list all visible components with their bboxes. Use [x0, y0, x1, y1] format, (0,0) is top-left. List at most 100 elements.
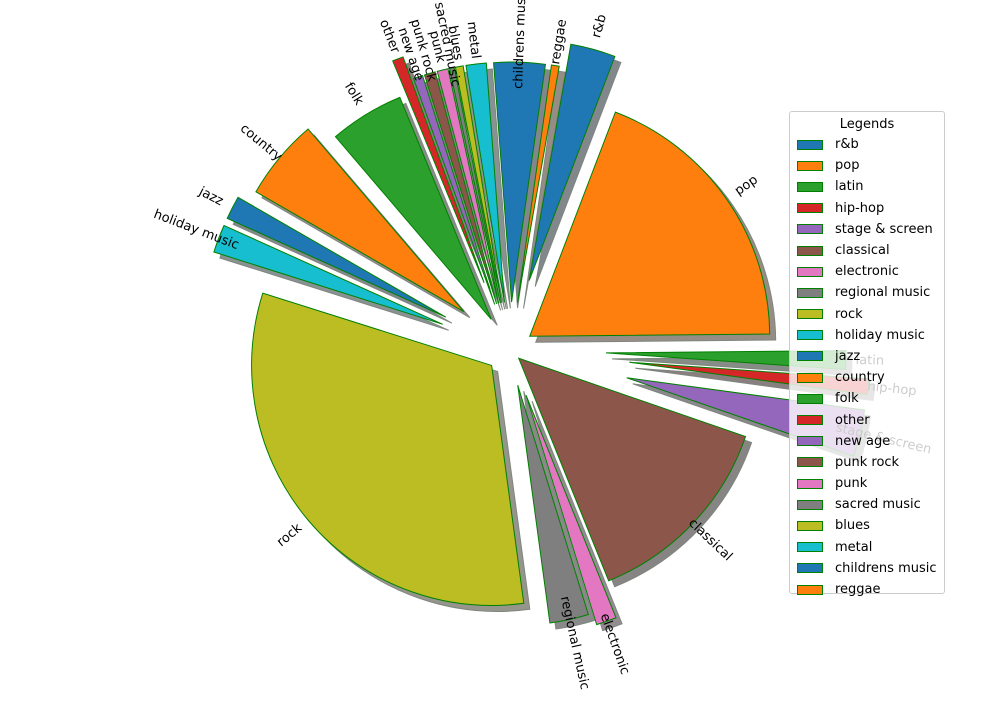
legend-swatch-stage-screen — [797, 224, 823, 235]
legend-item-other: other — [790, 409, 944, 430]
slice-blues — [454, 65, 503, 303]
legend-label-pop: pop — [835, 158, 860, 174]
legend-label-childrens-music: childrens music — [835, 560, 937, 576]
legend-item-rock: rock — [790, 304, 944, 325]
legend-item-reggae: reggae — [790, 579, 944, 600]
legend-swatch-pop — [797, 160, 823, 171]
legend-label-other: other — [835, 412, 870, 428]
slice-label-blues: blues — [445, 24, 466, 61]
legend-label-r-b: r&b — [835, 137, 859, 153]
legend-item-new-age: new age — [790, 431, 944, 452]
slice-label-childrens-music: childrens music — [511, 0, 529, 89]
legend-swatch-jazz — [797, 351, 823, 362]
legend-label-punk: punk — [835, 476, 868, 492]
legend-label-reggae: reggae — [835, 582, 881, 598]
legend-swatch-holiday-music — [797, 330, 823, 341]
legend-item-classical: classical — [790, 240, 944, 261]
legend-list: r&b pop latin hip-hop stage & screen classica… — [790, 134, 944, 600]
legend-swatch-electronic — [797, 266, 823, 277]
legend-label-punk-rock: punk rock — [835, 454, 900, 470]
slice-sacred-music — [448, 66, 501, 304]
legend-swatch-metal — [797, 542, 823, 553]
legend-swatch-punk — [797, 478, 823, 489]
slice-country — [255, 128, 465, 313]
legend-item-r-b: r&b — [790, 134, 944, 155]
slice-holiday-music — [213, 224, 443, 325]
slice-punk — [436, 68, 500, 304]
slice-label-punk: punk — [426, 29, 448, 64]
legend-item-childrens-music: childrens music — [790, 558, 944, 579]
pie-wedges — [213, 43, 870, 626]
legend-swatch-childrens-music — [797, 563, 823, 574]
legend-label-metal: metal — [835, 539, 873, 555]
legend-item-sacred-music: sacred music — [790, 494, 944, 515]
legend-swatch-blues — [797, 520, 823, 531]
legend-label-stage-screen: stage & screen — [835, 221, 933, 237]
legend-item-holiday-music: holiday music — [790, 325, 944, 346]
slice-label-metal: metal — [464, 21, 483, 60]
legend-swatch-punk-rock — [797, 457, 823, 468]
slice-label-reggae: reggae — [548, 18, 570, 65]
legend-label-holiday-music: holiday music — [835, 327, 925, 343]
slice-metal — [465, 62, 505, 303]
legend-item-blues: blues — [790, 515, 944, 536]
slice-folk — [334, 96, 492, 320]
legend-item-latin: latin — [790, 176, 944, 197]
slice-label-pop: pop — [732, 172, 761, 198]
slice-pop — [528, 111, 771, 337]
slice-shadow-regional-music — [523, 391, 595, 630]
legend-swatch-folk — [797, 393, 823, 404]
legend-swatch-country — [797, 372, 823, 383]
slice-label-folk: folk — [341, 80, 366, 108]
legend-label-classical: classical — [835, 243, 890, 259]
slice-new-age — [412, 74, 496, 305]
legend-label-regional-music: regional music — [835, 285, 931, 301]
legend-item-punk: punk — [790, 473, 944, 494]
legend-swatch-reggae — [797, 584, 823, 595]
legend-item-metal: metal — [790, 537, 944, 558]
legend-item-folk: folk — [790, 388, 944, 409]
legend-swatch-rock — [797, 309, 823, 320]
legend-swatch-other — [797, 415, 823, 426]
legend-title: Legends — [839, 117, 895, 132]
slice-punk-rock — [423, 71, 498, 305]
legend-label-electronic: electronic — [835, 264, 899, 280]
legend-swatch-classical — [797, 245, 823, 256]
slice-label-classical: classical — [685, 516, 735, 564]
slice-electronic — [525, 395, 617, 626]
slice-label-r-b: r&b — [589, 13, 610, 40]
slice-label-country: country — [237, 121, 285, 165]
slice-label-rock: rock — [274, 520, 305, 550]
legend-label-rock: rock — [835, 306, 863, 322]
slice-shadow-electronic — [531, 401, 623, 632]
legend-label-country: country — [835, 370, 885, 386]
legend-swatch-hip-hop — [797, 203, 823, 214]
slice-classical — [517, 357, 747, 582]
legend-item-stage-screen: stage & screen — [790, 219, 944, 240]
legend-swatch-new-age — [797, 436, 823, 447]
legend-item-jazz: jazz — [790, 346, 944, 367]
legend-label-sacred-music: sacred music — [835, 497, 921, 513]
legend-item-hip-hop: hip-hop — [790, 198, 944, 219]
legend: Legends r&b pop latin hip-hop stage & screen… — [789, 111, 945, 597]
legend-label-new-age: new age — [835, 433, 891, 449]
legend-swatch-latin — [797, 181, 823, 192]
slice-label-jazz: jazz — [195, 184, 225, 209]
slice-label-electronic: electronic — [597, 611, 633, 676]
legend-item-country: country — [790, 367, 944, 388]
slice-other — [392, 56, 485, 284]
legend-label-jazz: jazz — [835, 348, 861, 364]
legend-label-latin: latin — [835, 179, 864, 195]
legend-label-hip-hop: hip-hop — [835, 200, 885, 216]
legend-item-punk-rock: punk rock — [790, 452, 944, 473]
slice-reggae — [517, 64, 560, 303]
legend-swatch-sacred-music — [797, 499, 823, 510]
slice-jazz — [226, 196, 447, 318]
legend-swatch-r-b — [797, 139, 823, 150]
slice-childrens-music — [493, 61, 547, 303]
legend-label-blues: blues — [835, 518, 870, 534]
legend-item-regional-music: regional music — [790, 282, 944, 303]
slice-r-b — [528, 43, 616, 281]
